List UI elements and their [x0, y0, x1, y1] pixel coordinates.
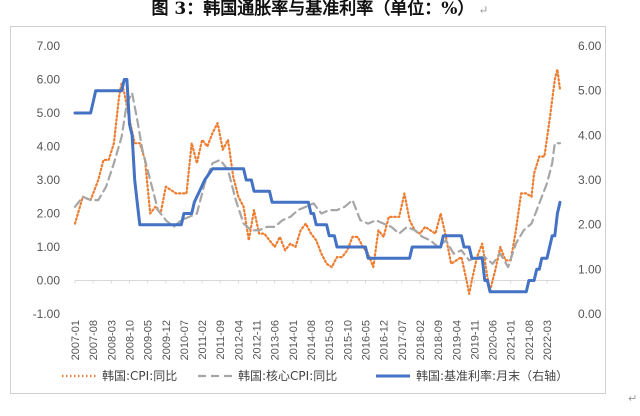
- legend-label-1: 韩国:CPI:同比: [102, 368, 177, 383]
- chart-series-lines: [73, 68, 562, 295]
- x-tick-label: 2016-05: [360, 320, 372, 360]
- x-tick-label: 2008-10: [124, 320, 136, 360]
- x-tick-label: 2015-03: [324, 320, 336, 360]
- x-tick-label: 2009-12: [161, 320, 173, 360]
- x-tick-label: 2022-03: [542, 320, 554, 360]
- x-tick-label: 2014-01: [288, 320, 300, 360]
- y-right-tick-label: 2.00: [578, 218, 602, 232]
- x-tick-label: 2020-06: [488, 320, 500, 360]
- y-right-tick-label: 4.00: [578, 128, 602, 142]
- x-tick-label: 2007-01: [70, 320, 82, 360]
- x-tick-label: 2018-02: [415, 320, 427, 360]
- x-tick-label: 2013-06: [270, 320, 282, 360]
- end-mark: ↵: [628, 392, 638, 405]
- x-tick-label: 2015-10: [342, 320, 354, 360]
- y-left-tick-label: 4.00: [37, 140, 61, 154]
- x-tick-label: 2014-08: [306, 320, 318, 360]
- y-right-tick-label: 1.00: [578, 262, 602, 276]
- figure-title-text: 图 3：韩国通胀率与基准利率（单位：%）: [151, 0, 475, 19]
- x-tick-label: 2012-04: [233, 320, 245, 360]
- chart-frame: [10, 26, 606, 394]
- paragraph-mark: ↵: [478, 3, 489, 17]
- y-left-tick-label: 6.00: [37, 73, 61, 87]
- x-tick-label: 2019-04: [451, 320, 463, 360]
- x-tick-label: 2021-01: [506, 320, 518, 360]
- x-tick-label: 2021-08: [524, 320, 536, 360]
- y-left-tick-label: 1.00: [37, 240, 61, 254]
- y-left-tick-label: 7.00: [37, 39, 61, 53]
- y-left-tick-label: 0.00: [37, 274, 61, 288]
- figure-title: 图 3：韩国通胀率与基准利率（单位：%） ↵: [0, 0, 640, 20]
- series-line-2: [73, 91, 562, 269]
- legend-label-2: 韩国:核心CPI:同比: [238, 368, 337, 383]
- y-left-tick-label: 3.00: [37, 173, 61, 187]
- x-tick-label: 2009-05: [143, 320, 155, 360]
- series-line-1: [73, 68, 562, 295]
- x-tick-label: 2007-08: [88, 320, 100, 360]
- y-left-tick-label: -1.00: [33, 307, 61, 321]
- y-right-tick-label: 0.00: [578, 307, 602, 321]
- y-right-tick-label: 5.00: [578, 84, 602, 98]
- chart-axes: 7.00 6.00 5.00 4.00 3.00 2.00 1.00 0.00 -1.00 6.0…: [33, 39, 602, 360]
- series-line-3: [73, 78, 562, 294]
- x-tick-label: 2008-03: [106, 320, 118, 360]
- x-tick-label: 2019-11: [469, 320, 481, 360]
- x-tick-label: 2010-07: [179, 320, 191, 360]
- x-tick-label: 2018-09: [433, 320, 445, 360]
- x-tick-label: 2017-07: [397, 320, 409, 360]
- y-right-tick-label: 6.00: [578, 39, 602, 53]
- x-tick-label: 2012-11: [252, 320, 264, 360]
- chart-legend: 韩国:CPI:同比 韩国:核心CPI:同比 韩国:基准利率:月末（右轴）: [62, 368, 568, 383]
- y-left-tick-label: 2.00: [37, 207, 61, 221]
- y-right-tick-label: 3.00: [578, 173, 602, 187]
- y-left-tick-label: 5.00: [37, 106, 61, 120]
- x-tick-label: 2011-02: [197, 320, 209, 360]
- legend-label-3: 韩国:基准利率:月末（右轴）: [416, 368, 568, 383]
- x-tick-label: 2011-09: [215, 320, 227, 360]
- x-tick-label: 2016-12: [379, 320, 391, 360]
